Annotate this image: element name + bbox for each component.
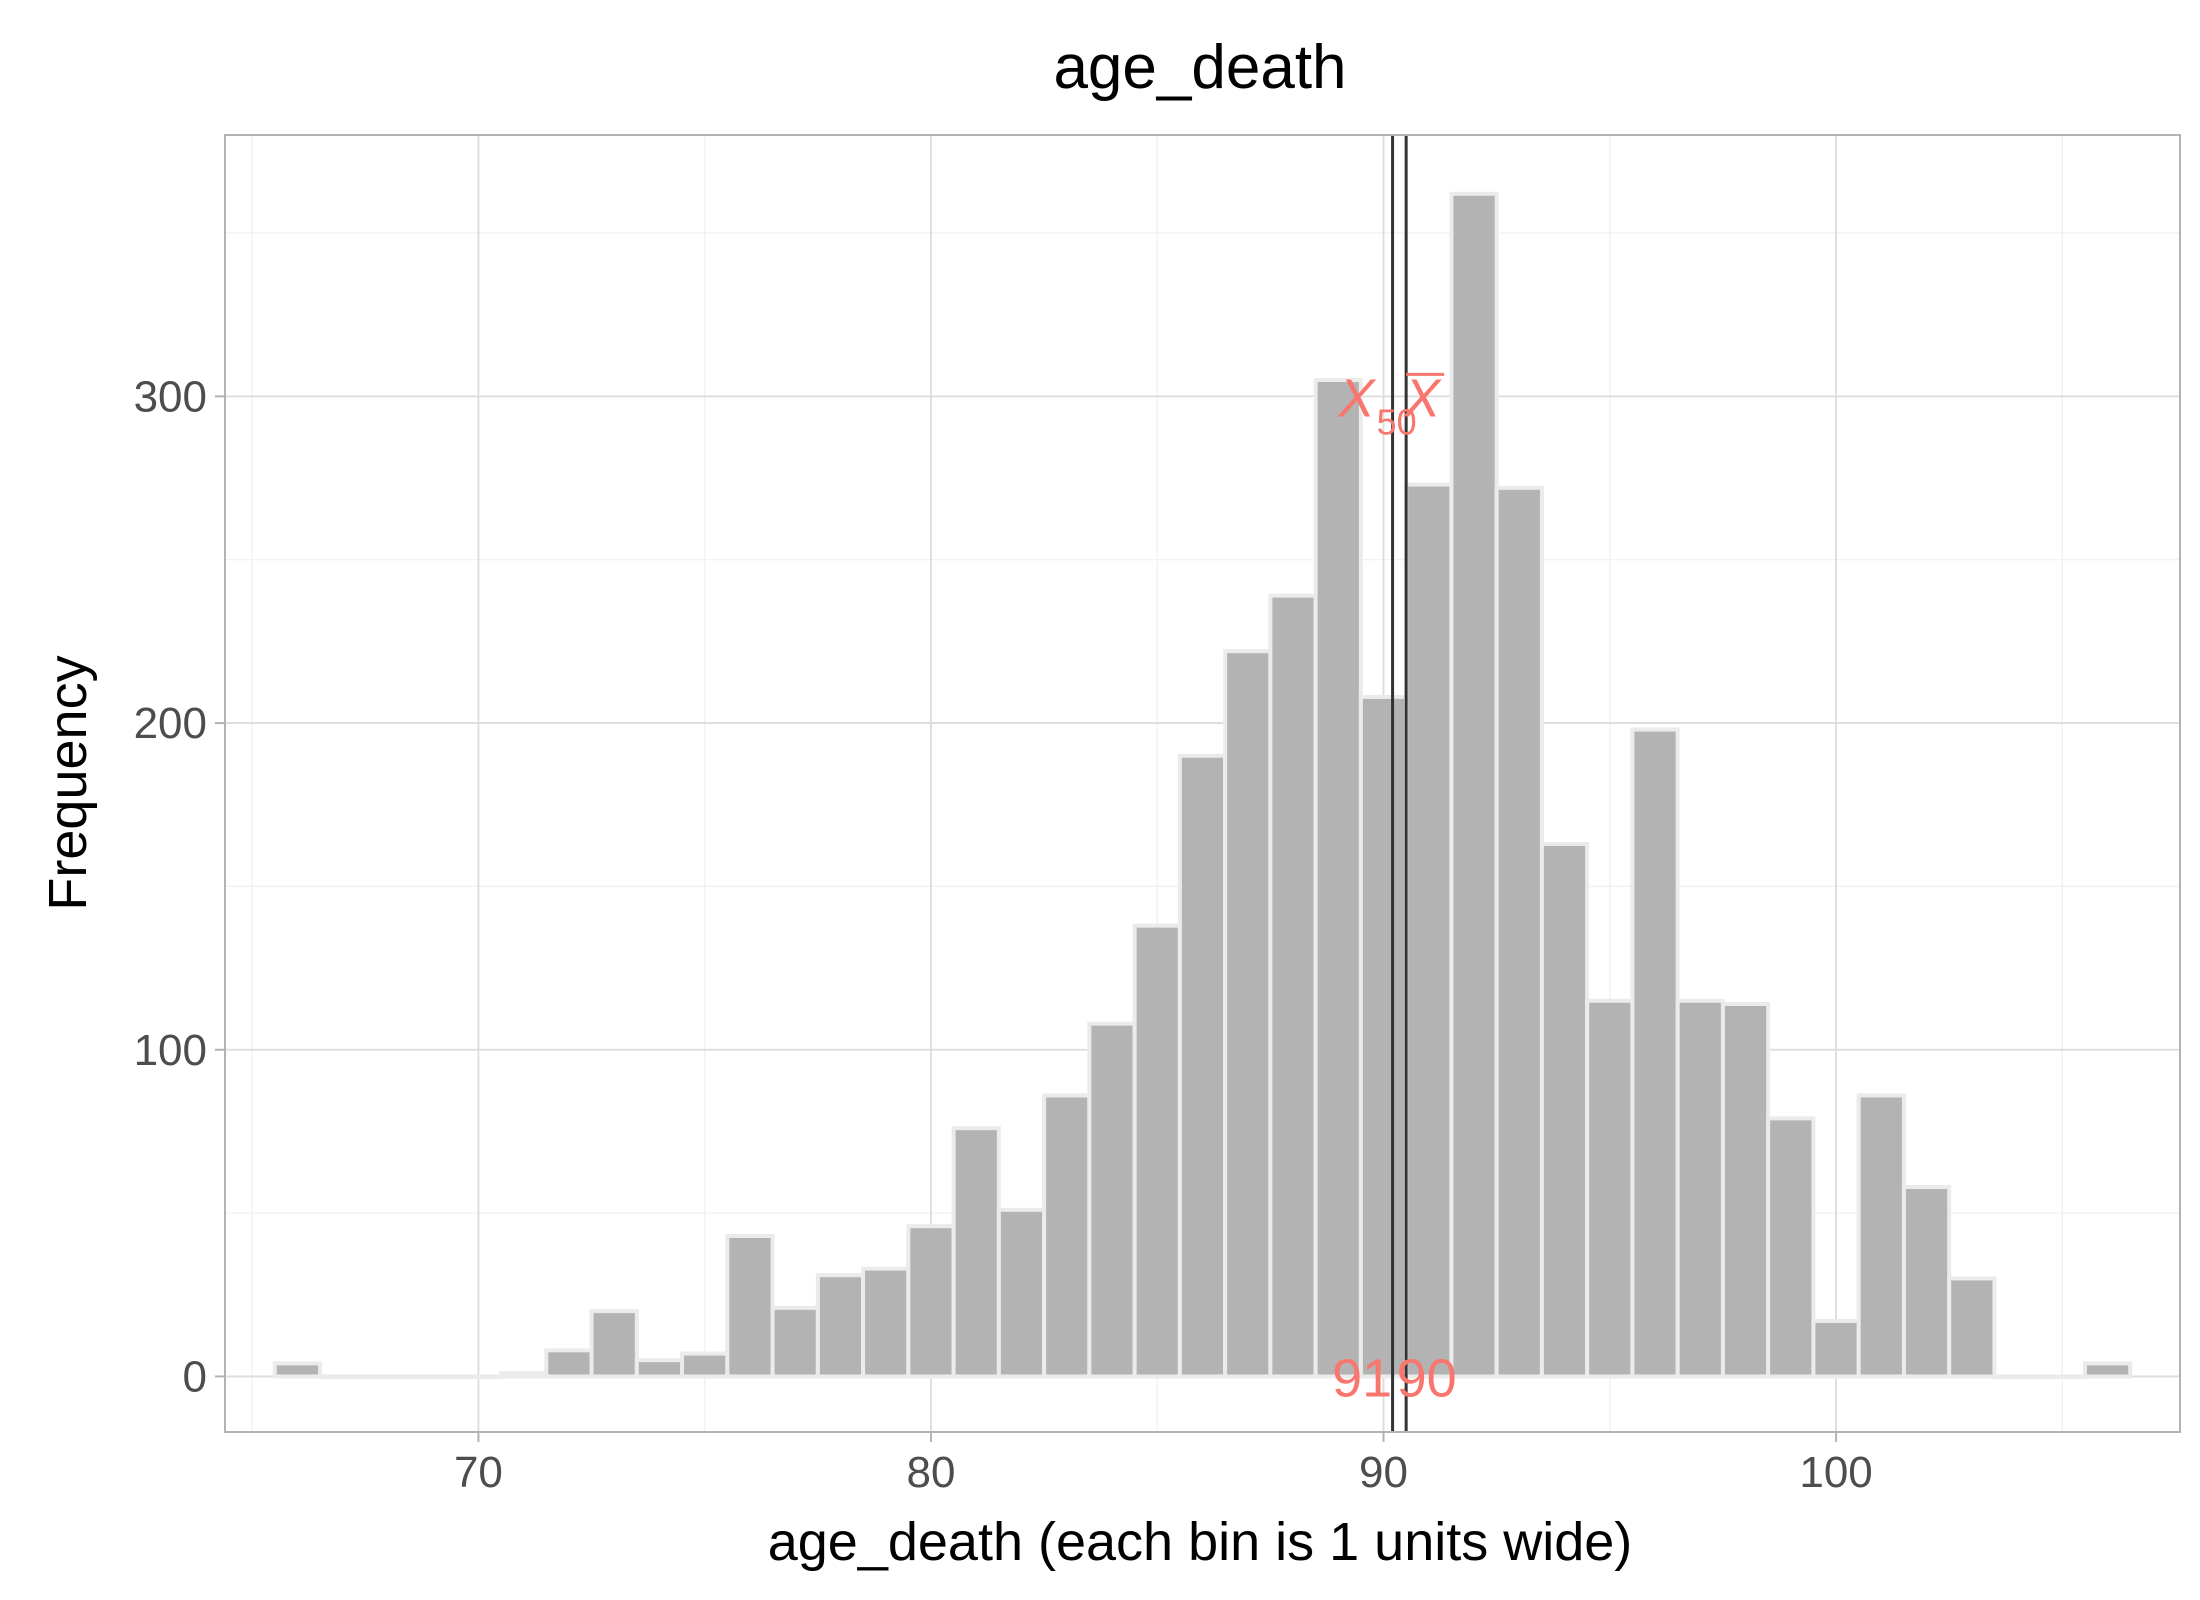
histogram-bar: [363, 1374, 413, 1379]
x-axis-title: age_death (each bin is 1 units wide): [768, 1512, 1633, 1572]
histogram-bar: [499, 1371, 549, 1379]
x-tick-label: 100: [1799, 1448, 1872, 1497]
histogram-bar: [1494, 485, 1544, 1379]
x-tick-label: 80: [906, 1448, 955, 1497]
histogram-bar: [1223, 649, 1273, 1379]
histogram-bar: [680, 1351, 730, 1379]
histogram-bar: [1947, 1276, 1997, 1379]
histogram-bar: [1766, 1116, 1816, 1379]
median-value-label: 90: [1397, 1348, 1457, 1408]
histogram-bar: [770, 1305, 820, 1379]
histogram-bar: [2082, 1361, 2133, 1379]
histogram-bar: [861, 1266, 911, 1379]
histogram-bar: [408, 1374, 458, 1379]
histogram-bar: [1630, 727, 1680, 1379]
x-tick-label: 90: [1359, 1448, 1408, 1497]
histogram-bar: [1675, 998, 1725, 1379]
histogram-bar: [544, 1348, 594, 1379]
histogram-bar: [725, 1233, 775, 1379]
histogram-bar: [1539, 841, 1590, 1379]
histogram-bar: [996, 1207, 1047, 1379]
histogram-bar: [1087, 1021, 1137, 1379]
histogram-bar: [1404, 482, 1454, 1379]
histogram-bar: [1992, 1374, 2042, 1379]
histogram-bar: [1132, 923, 1182, 1379]
x-tick-label: 70: [454, 1448, 503, 1497]
histogram-bar: [906, 1224, 956, 1379]
histogram-bar: [1313, 378, 1363, 1379]
y-tick-label: 100: [134, 1026, 207, 1075]
reference-lines: [1391, 135, 1408, 1432]
histogram-bar: [453, 1374, 504, 1379]
histogram-bar: [1358, 694, 1409, 1379]
median-symbol: X: [1337, 368, 1377, 428]
histogram-bar: [1720, 1002, 1771, 1379]
histogram-bar: [1042, 1093, 1092, 1379]
median-subscript: 50: [1377, 401, 1417, 442]
histogram-bars: [272, 191, 2133, 1379]
histogram-bar: [1585, 998, 1635, 1379]
histogram-bar: [634, 1358, 685, 1379]
chart-title: age_death: [1053, 33, 1346, 102]
mean-symbol: X: [1402, 368, 1442, 428]
axis-ticks: 70 80 90 100 0 100 200 300: [134, 372, 1873, 1497]
y-axis-title: Frequency: [38, 655, 98, 910]
histogram-bar: [815, 1273, 866, 1379]
histogram-bar: [272, 1361, 323, 1379]
y-tick-label: 200: [134, 699, 207, 748]
histogram-bar: [1449, 191, 1499, 1379]
histogram-bar: [1811, 1318, 1861, 1379]
histogram-bar: [2037, 1374, 2087, 1379]
y-tick-label: 0: [183, 1352, 207, 1401]
histogram-bar: [1901, 1184, 1952, 1379]
histogram-bar: [1268, 593, 1318, 1379]
histogram-bar: [951, 1126, 1001, 1379]
histogram-bar: [1177, 753, 1228, 1379]
histogram-bar: [589, 1309, 639, 1379]
y-tick-label: 300: [134, 372, 207, 421]
histogram-bar: [1856, 1093, 1906, 1379]
histogram-bar: [318, 1374, 368, 1379]
panel-border: [224, 134, 2181, 1433]
mean-value-label: 91: [1332, 1348, 1392, 1408]
